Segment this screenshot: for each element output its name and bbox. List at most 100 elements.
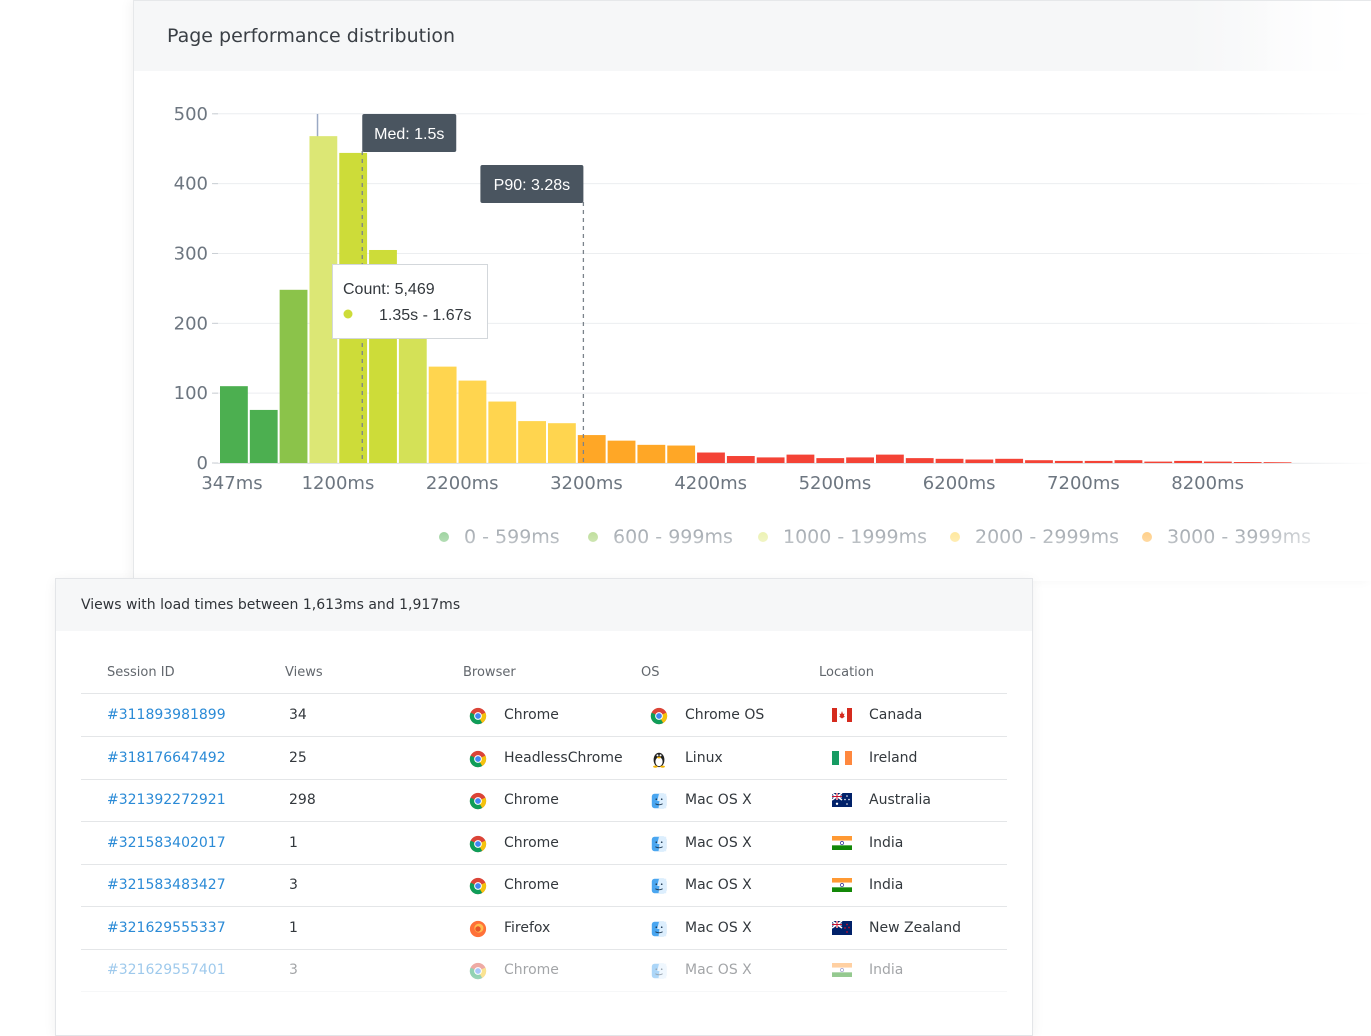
histogram-bar[interactable] <box>577 435 606 463</box>
marker-label: P90: 3.28s <box>494 177 571 194</box>
chrome-icon <box>469 792 487 810</box>
histogram-chart[interactable]: 0 100 200 300 400 500 347ms 1200ms 2200ms 3200ms 4… <box>134 1 1371 581</box>
column-header-session-id[interactable]: Session ID <box>107 665 175 680</box>
views-count: 298 <box>289 792 316 808</box>
x-tick-label: 2200ms <box>426 473 499 494</box>
table-row[interactable]: #321583402017 1 Chrome Mac OS X India <box>81 822 1007 865</box>
x-tick-label: 3200ms <box>550 473 623 494</box>
legend-item-label[interactable]: 0 - 599ms <box>464 526 560 548</box>
histogram-bar[interactable] <box>1025 460 1053 463</box>
histogram-bar[interactable] <box>905 458 934 463</box>
session-id-link[interactable]: #321629557401 <box>107 962 226 978</box>
histogram-bar[interactable] <box>1263 462 1292 463</box>
finder-icon <box>650 920 668 936</box>
histogram-bar[interactable] <box>697 452 725 463</box>
finder-icon <box>650 877 668 894</box>
histogram-bar[interactable] <box>1144 461 1173 463</box>
browser-name: Chrome <box>504 792 559 808</box>
table-row[interactable]: #321629557401 3 Chrome Mac OS X India <box>81 949 1007 992</box>
finder-icon <box>650 835 668 851</box>
histogram-bar[interactable] <box>995 458 1024 463</box>
browser-name: Firefox <box>504 919 551 936</box>
histogram-bar[interactable] <box>249 409 278 463</box>
legend-swatch[interactable] <box>1142 532 1152 542</box>
column-header-views[interactable]: Views <box>285 665 323 680</box>
browser-name: Chrome <box>504 707 559 723</box>
legend-item-label[interactable]: 2000 - 2999ms <box>975 526 1119 548</box>
location-name: Ireland <box>869 749 918 766</box>
histogram-bar[interactable] <box>875 454 904 463</box>
legend-swatch[interactable] <box>588 532 598 542</box>
legend-swatch[interactable] <box>758 532 768 542</box>
chart-title: Page performance distribution <box>167 25 456 47</box>
histogram-bar[interactable] <box>518 421 546 463</box>
india-flag-icon <box>832 835 852 850</box>
table-row[interactable]: #321392272921 298 Chrome Mac OS X Australia <box>81 779 1007 822</box>
session-id-link[interactable]: #321583483427 <box>107 877 226 893</box>
histogram-bar[interactable] <box>816 458 845 463</box>
table-row[interactable]: #321583483427 3 Chrome Mac OS X India <box>81 864 1007 907</box>
histogram-bar[interactable] <box>1084 460 1113 463</box>
canada-flag-icon <box>832 708 852 722</box>
histogram-bar[interactable] <box>488 401 517 463</box>
histogram-bar[interactable] <box>607 440 636 463</box>
y-tick-label: 400 <box>174 174 208 195</box>
australia-flag-icon <box>831 792 852 807</box>
session-id-link[interactable]: #318176647492 <box>107 749 226 766</box>
x-tick-label: 6200ms <box>923 473 996 494</box>
legend-item-label[interactable]: 1000 - 1999ms <box>783 526 927 548</box>
location-name: India <box>869 877 904 893</box>
histogram-bar[interactable] <box>279 289 308 463</box>
os-name: Linux <box>685 749 723 766</box>
views-count: 1 <box>289 834 298 851</box>
histogram-bar[interactable] <box>667 445 696 463</box>
table-row[interactable]: #318176647492 25 HeadlessChrome Linux Irelan… <box>81 737 1007 780</box>
column-header-os[interactable]: OS <box>641 665 660 680</box>
histogram-bar[interactable] <box>398 326 427 463</box>
histogram-bar[interactable] <box>756 457 785 463</box>
chart-header: Page performance distribution <box>134 1 1371 71</box>
views-count: 3 <box>289 962 298 978</box>
histogram-bar[interactable] <box>220 386 248 463</box>
sessions-table-card: Views with load times between 1,613ms an… <box>55 578 1033 1036</box>
histogram-bar[interactable] <box>1203 461 1232 463</box>
session-id-link[interactable]: #321583402017 <box>107 834 226 851</box>
location-name: New Zealand <box>869 919 961 936</box>
histogram-bar[interactable] <box>1054 460 1083 463</box>
column-header-browser[interactable]: Browser <box>463 665 516 680</box>
histogram-bar[interactable] <box>1174 460 1202 463</box>
marker-label-box <box>362 114 457 152</box>
y-tick-label: 200 <box>174 313 208 334</box>
histogram-bar[interactable] <box>935 458 964 463</box>
column-header-location[interactable]: Location <box>819 665 874 680</box>
legend-swatch[interactable] <box>950 532 960 542</box>
browser-name: Chrome <box>504 834 559 851</box>
legend-item-label[interactable]: 3000 - 3999ms <box>1167 526 1311 548</box>
table-title: Views with load times between 1,613ms an… <box>81 597 461 613</box>
india-flag-icon <box>832 963 852 977</box>
location-name: Canada <box>869 707 923 723</box>
finder-icon <box>650 962 668 979</box>
histogram-bar[interactable] <box>1233 462 1262 463</box>
views-count: 25 <box>289 749 307 766</box>
table-row[interactable]: #311893981899 34 Chrome Chrome OS Canada <box>81 694 1007 737</box>
histogram-bar[interactable] <box>637 444 666 463</box>
histogram-bar[interactable] <box>428 366 457 463</box>
marker-label: Med: 1.5s <box>374 126 444 143</box>
views-count: 34 <box>289 707 307 723</box>
table-row[interactable]: #321629555337 1 Firefox Mac OS X New Zealand <box>81 907 1007 950</box>
histogram-bar[interactable] <box>458 380 487 463</box>
histogram-bar[interactable] <box>965 459 994 463</box>
x-tick-label: 1200ms <box>302 473 375 494</box>
histogram-bar[interactable] <box>726 456 755 463</box>
histogram-bar[interactable] <box>1114 460 1143 463</box>
session-id-link[interactable]: #321629555337 <box>107 919 226 936</box>
firefox-icon <box>469 920 487 937</box>
histogram-bar[interactable] <box>547 423 576 463</box>
session-id-link[interactable]: #311893981899 <box>107 707 226 723</box>
session-id-link[interactable]: #321392272921 <box>107 792 226 808</box>
histogram-bar[interactable] <box>786 454 815 463</box>
legend-item-label[interactable]: 600 - 999ms <box>613 526 733 548</box>
histogram-bar[interactable] <box>846 457 874 463</box>
legend-swatch[interactable] <box>439 532 449 542</box>
